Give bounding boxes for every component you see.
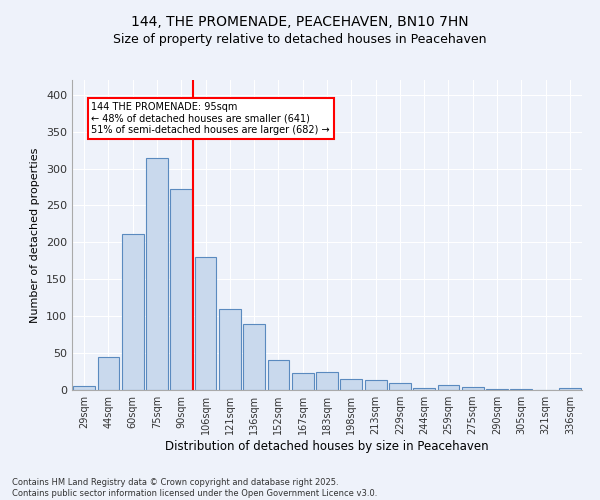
- Bar: [486, 388, 508, 390]
- Bar: [462, 387, 484, 390]
- Bar: [73, 386, 95, 390]
- Bar: [316, 372, 338, 390]
- Bar: [97, 357, 119, 390]
- Y-axis label: Number of detached properties: Number of detached properties: [31, 148, 40, 322]
- Text: Contains HM Land Registry data © Crown copyright and database right 2025.
Contai: Contains HM Land Registry data © Crown c…: [12, 478, 377, 498]
- Bar: [389, 382, 411, 390]
- Bar: [365, 380, 386, 390]
- X-axis label: Distribution of detached houses by size in Peacehaven: Distribution of detached houses by size …: [165, 440, 489, 453]
- Bar: [146, 158, 168, 390]
- Bar: [243, 324, 265, 390]
- Text: Size of property relative to detached houses in Peacehaven: Size of property relative to detached ho…: [113, 32, 487, 46]
- Text: 144 THE PROMENADE: 95sqm
← 48% of detached houses are smaller (641)
51% of semi-: 144 THE PROMENADE: 95sqm ← 48% of detach…: [91, 102, 330, 136]
- Bar: [559, 388, 581, 390]
- Bar: [170, 189, 192, 390]
- Bar: [437, 385, 460, 390]
- Bar: [413, 388, 435, 390]
- Bar: [268, 360, 289, 390]
- Bar: [122, 234, 143, 390]
- Bar: [194, 257, 217, 390]
- Bar: [292, 373, 314, 390]
- Bar: [219, 309, 241, 390]
- Bar: [340, 379, 362, 390]
- Text: 144, THE PROMENADE, PEACEHAVEN, BN10 7HN: 144, THE PROMENADE, PEACEHAVEN, BN10 7HN: [131, 15, 469, 29]
